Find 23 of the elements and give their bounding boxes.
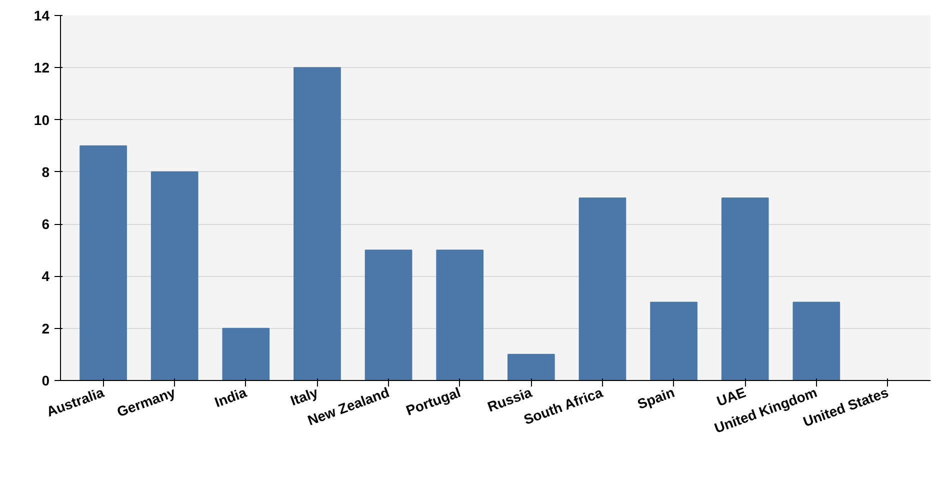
bar — [222, 328, 270, 380]
x-tick-label: Spain — [635, 384, 677, 412]
bar — [436, 250, 484, 380]
y-tick-label: 4 — [42, 268, 50, 284]
bar — [364, 250, 412, 380]
bar — [650, 302, 698, 380]
y-tick-label: 10 — [34, 112, 50, 128]
y-tick-label: 2 — [42, 320, 50, 336]
y-tick-label: 8 — [42, 164, 50, 180]
x-tick-label: India — [212, 384, 249, 410]
y-tick-label: 6 — [42, 216, 50, 232]
bar — [80, 145, 127, 380]
bar — [792, 302, 840, 380]
x-tick-label: UAE — [714, 384, 748, 410]
bar — [150, 171, 198, 380]
bar — [578, 198, 626, 380]
y-tick-label: 12 — [34, 60, 50, 76]
y-tick-label: 0 — [42, 372, 50, 388]
bar — [507, 354, 555, 380]
x-tick-label: Italy — [288, 384, 320, 409]
bar — [294, 67, 341, 380]
y-tick-label: 14 — [34, 8, 50, 24]
bar — [721, 198, 769, 380]
